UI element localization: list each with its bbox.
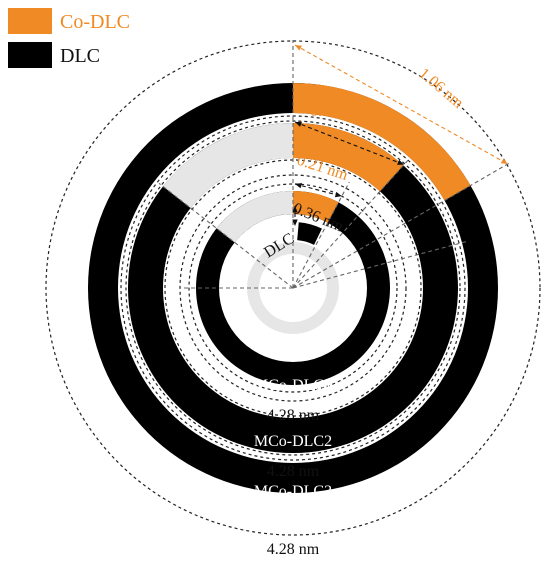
ring1-mid-dashed-circle [188, 183, 398, 393]
dim-arrow-ring3 [294, 44, 509, 165]
dim-arrow-ring3-head-1 [295, 45, 302, 51]
legend-label-co-dlc: Co-DLC [60, 11, 130, 33]
dim-ring2-total: 4.28 nm [267, 463, 320, 480]
dim-arrow-inner-head-1 [292, 206, 298, 213]
label-mco-dlc1: MCo-DLC1 [254, 377, 332, 394]
dim-arrow-ring2 [294, 121, 405, 166]
legend-swatch-dlc [8, 42, 52, 68]
dim-arrow-ring2-head-2 [397, 159, 405, 165]
inner-black-segment [297, 222, 322, 245]
dim-arrow-ring1-head-2 [334, 191, 342, 198]
outer-dashed-circle [45, 40, 541, 536]
legend-label-dlc: DLC [60, 45, 100, 67]
ring2-orange-sector [293, 123, 404, 192]
ring1-outer-dashed-circle [179, 174, 407, 402]
dim-ring2-orange: 0.47 nm [310, 103, 363, 120]
label-mco-dlc3: MCo-DLC3 [254, 483, 332, 500]
ring2-outer-dashed-circle [125, 120, 461, 456]
dim-arrow-ring1-head-1 [295, 182, 302, 189]
dim-ring1-total: 4.28 nm [267, 407, 320, 424]
dim-ring3-orange: 1.06 nm [415, 65, 467, 112]
ring3-orange-sector [293, 83, 471, 201]
dim-arrow-ring2-head-1 [295, 121, 302, 127]
dim-arrow-inner-head-2 [292, 219, 298, 226]
label-mco-dlc2: MCo-DLC2 [254, 433, 332, 450]
ring1-light-sector [216, 191, 293, 243]
dim-arrow-ring1 [294, 183, 342, 197]
guide-75deg [292, 240, 468, 289]
ring2-light-sector [162, 123, 293, 208]
guide-neg52deg [158, 182, 294, 289]
dim-ring3-total: 4.28 nm [267, 541, 320, 558]
legend-swatch-co-dlc [8, 8, 52, 34]
guide-28deg [292, 181, 350, 289]
ring1-orange-sector [293, 191, 339, 223]
guide-42deg [292, 157, 411, 289]
dim-arrow-ring3-head-2 [500, 158, 508, 164]
